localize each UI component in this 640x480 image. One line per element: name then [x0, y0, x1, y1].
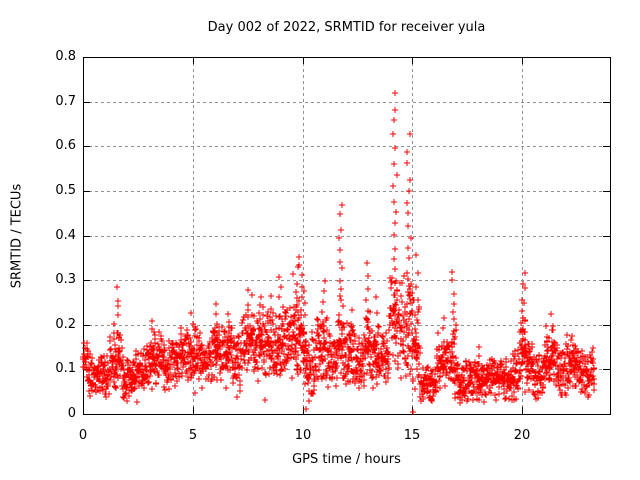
y-tick-label: 0.2 — [55, 317, 76, 332]
x-tick-label: 5 — [188, 428, 198, 443]
plot-border — [83, 57, 611, 415]
y-tick-label: 0.4 — [55, 228, 76, 243]
y-tick-label: 0.6 — [55, 138, 76, 153]
y-tick-label: 0.1 — [55, 361, 76, 376]
y-tick-label: 0 — [67, 406, 76, 421]
y-tick-label: 0.7 — [55, 94, 76, 109]
x-tick-label: 0 — [78, 428, 88, 443]
y-tick-label: 0.8 — [55, 49, 76, 64]
data-points — [80, 90, 597, 415]
x-tick-label: 20 — [513, 428, 531, 443]
chart-title: Day 002 of 2022, SRMTID for receiver yul… — [207, 20, 486, 35]
y-tick-label: 0.3 — [55, 272, 76, 287]
y-tick-label: 0.5 — [55, 183, 76, 198]
x-tick-label: 10 — [294, 428, 312, 443]
x-tick-label: 15 — [403, 428, 421, 443]
x-axis-label: GPS time / hours — [292, 452, 401, 467]
